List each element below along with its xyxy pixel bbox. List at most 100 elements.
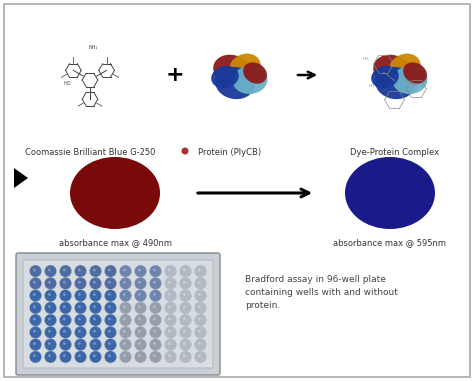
Circle shape [179,277,192,290]
Circle shape [78,317,81,320]
Circle shape [93,269,96,271]
Circle shape [60,351,71,363]
Circle shape [29,265,42,277]
Circle shape [134,289,147,302]
Circle shape [104,314,117,327]
Circle shape [150,351,161,363]
Circle shape [180,339,191,350]
Circle shape [183,281,186,284]
Circle shape [168,269,171,271]
Circle shape [74,277,87,290]
Circle shape [164,351,177,363]
Circle shape [194,265,207,277]
Circle shape [60,339,71,350]
Circle shape [104,277,117,290]
Circle shape [75,266,86,277]
Circle shape [195,290,206,301]
Circle shape [75,278,86,289]
Circle shape [89,289,102,302]
Circle shape [194,351,207,363]
Circle shape [149,302,162,314]
Circle shape [60,327,71,338]
Circle shape [138,317,141,320]
Circle shape [89,302,102,314]
Circle shape [89,351,102,363]
Circle shape [90,314,101,326]
Circle shape [105,351,116,363]
Circle shape [168,281,171,284]
Circle shape [74,314,87,327]
Circle shape [183,293,186,296]
Circle shape [105,327,116,338]
Circle shape [63,281,66,284]
Text: HO₂: HO₂ [369,84,376,88]
Ellipse shape [392,66,428,94]
Ellipse shape [243,62,267,84]
Circle shape [33,305,36,308]
Circle shape [165,327,176,338]
Circle shape [180,314,191,326]
Circle shape [179,289,192,302]
Circle shape [120,278,131,289]
Circle shape [105,314,116,326]
Circle shape [165,290,176,301]
Circle shape [104,302,117,314]
Circle shape [104,289,117,302]
Circle shape [74,338,87,351]
Circle shape [195,278,206,289]
Circle shape [78,342,81,345]
Circle shape [120,339,131,350]
Circle shape [105,278,116,289]
Circle shape [33,354,36,357]
Circle shape [119,302,132,314]
Circle shape [164,265,177,277]
Circle shape [153,354,156,357]
Circle shape [108,293,111,296]
Circle shape [180,302,191,314]
Circle shape [168,342,171,345]
Circle shape [165,302,176,314]
Circle shape [105,339,116,350]
Circle shape [59,326,72,339]
Circle shape [134,314,147,327]
Circle shape [135,302,146,314]
Circle shape [74,265,87,277]
Circle shape [195,266,206,277]
Circle shape [153,293,156,296]
Circle shape [134,277,147,290]
Circle shape [138,293,141,296]
Circle shape [195,327,206,338]
Circle shape [108,281,111,284]
Circle shape [44,265,57,277]
Circle shape [149,338,162,351]
Circle shape [78,305,81,308]
Circle shape [120,290,131,301]
Circle shape [123,342,126,345]
Circle shape [153,330,156,333]
Circle shape [63,342,66,345]
Circle shape [93,330,96,333]
Circle shape [44,338,57,351]
Circle shape [105,302,116,314]
Circle shape [119,277,132,290]
Circle shape [33,281,36,284]
Circle shape [44,302,57,314]
Circle shape [29,289,42,302]
Ellipse shape [389,54,421,80]
Circle shape [33,317,36,320]
Circle shape [33,342,36,345]
Circle shape [138,342,141,345]
Circle shape [105,266,116,277]
Circle shape [104,351,117,363]
Circle shape [179,326,192,339]
Ellipse shape [215,67,255,99]
Circle shape [149,289,162,302]
Circle shape [195,314,206,326]
Circle shape [75,339,86,350]
Circle shape [29,326,42,339]
Text: Bradford assay in 96-well plate
containing wells with and without
protein.: Bradford assay in 96-well plate containi… [245,275,398,311]
Circle shape [119,326,132,339]
Circle shape [123,330,126,333]
Text: NH₂: NH₂ [88,45,98,50]
Circle shape [104,265,117,277]
